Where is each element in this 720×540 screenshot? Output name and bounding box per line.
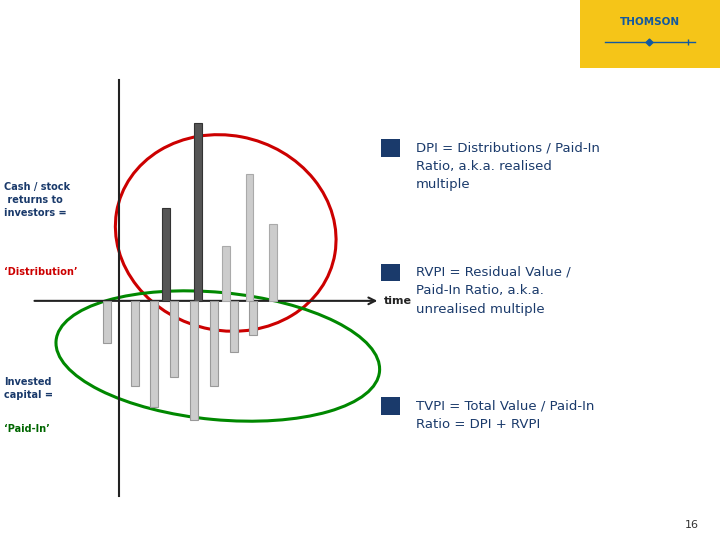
Text: RVPI = Residual Value /
Paid-In Ratio, a.k.a.
unrealised multiple: RVPI = Residual Value / Paid-In Ratio, a… bbox=[416, 266, 571, 316]
Bar bbox=[230, 301, 238, 352]
Bar bbox=[269, 225, 277, 301]
Bar bbox=[163, 207, 171, 301]
FancyBboxPatch shape bbox=[580, 0, 720, 68]
Text: ‘Distribution’: ‘Distribution’ bbox=[4, 267, 78, 277]
Bar bbox=[246, 173, 253, 301]
Text: Invested
capital =: Invested capital = bbox=[4, 377, 53, 401]
Bar bbox=[382, 264, 400, 281]
Bar bbox=[194, 123, 202, 301]
Bar bbox=[250, 301, 258, 335]
Bar bbox=[150, 301, 158, 407]
Bar bbox=[210, 301, 218, 386]
Bar bbox=[103, 301, 111, 343]
Text: DPI = Distributions / Paid-In
Ratio, a.k.a. realised
multiple: DPI = Distributions / Paid-In Ratio, a.k… bbox=[416, 141, 600, 191]
Text: time: time bbox=[384, 296, 412, 306]
Bar bbox=[131, 301, 139, 386]
Text: Realisation Multiples: Realisation Multiples bbox=[18, 30, 266, 51]
Bar bbox=[382, 139, 400, 157]
Bar bbox=[382, 397, 400, 415]
Bar bbox=[190, 301, 198, 420]
Text: ‘Paid-In’: ‘Paid-In’ bbox=[4, 424, 50, 434]
Bar bbox=[171, 301, 179, 377]
Text: TVPI = Total Value / Paid-In
Ratio = DPI + RVPI: TVPI = Total Value / Paid-In Ratio = DPI… bbox=[416, 400, 594, 431]
Text: Cash / stock
 returns to
investors =: Cash / stock returns to investors = bbox=[4, 182, 70, 219]
Bar bbox=[222, 246, 230, 301]
Text: 16: 16 bbox=[685, 520, 698, 530]
Text: THOMSON: THOMSON bbox=[619, 17, 680, 26]
